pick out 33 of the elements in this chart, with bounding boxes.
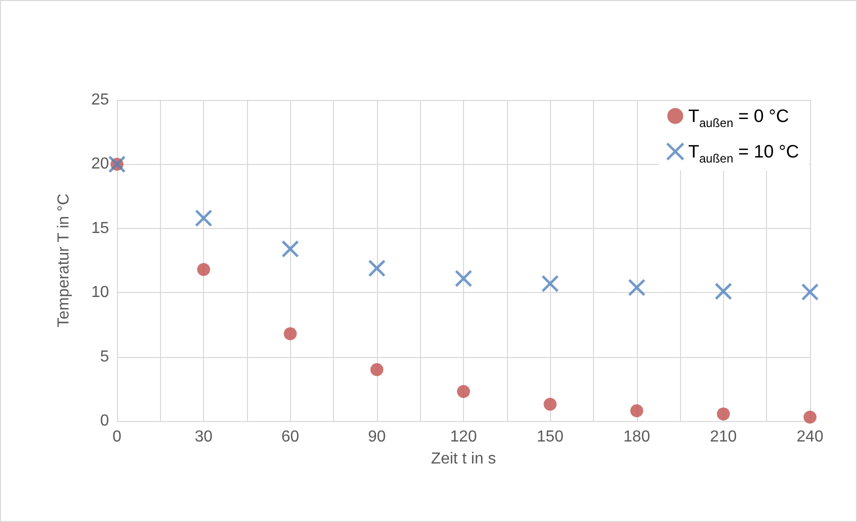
y-tick-label: 5: [100, 348, 110, 366]
point: [544, 398, 557, 411]
y-tick-label: 25: [91, 92, 110, 108]
x-tick-label: 210: [710, 428, 737, 446]
point: [801, 283, 819, 301]
y-tick-label: 10: [91, 284, 110, 302]
point: [194, 209, 212, 227]
point: [282, 240, 299, 258]
x-tick-label: 30: [194, 428, 213, 446]
x-tick-label: 120: [450, 428, 477, 446]
point: [454, 270, 472, 288]
point: [197, 262, 210, 276]
point: [628, 278, 646, 296]
x-axis-title: Zeit t in s: [431, 450, 496, 468]
point: [541, 274, 559, 292]
y-axis-title: Temperatur T in °C: [56, 194, 72, 328]
point: [457, 384, 470, 398]
x-tick-label: 90: [368, 428, 386, 446]
point: [630, 404, 644, 418]
x-tick-label: 240: [796, 428, 824, 446]
x-tick-label: 60: [281, 428, 300, 446]
point: [370, 363, 384, 376]
point: [714, 282, 732, 300]
y-tick-label: 0: [100, 412, 110, 430]
point: [716, 407, 730, 420]
point: [284, 327, 297, 340]
y-tick-label: 20: [91, 156, 110, 173]
x-tick-label: 150: [536, 428, 564, 446]
point: [368, 259, 386, 277]
x-tick-label: 0: [112, 428, 122, 446]
x-tick-label: 180: [623, 428, 650, 446]
y-tick-label: 15: [91, 220, 110, 237]
point: [804, 410, 816, 424]
